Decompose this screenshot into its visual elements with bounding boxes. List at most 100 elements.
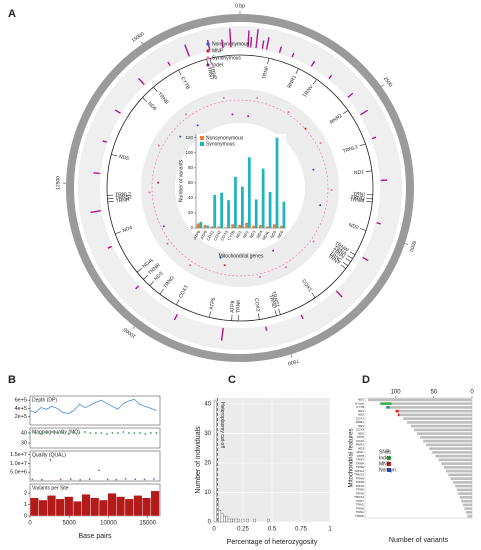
variant-bar (107, 245, 112, 249)
bar-segment (429, 447, 472, 450)
x-tick-label: ATP6 (192, 229, 202, 241)
point (51, 431, 53, 433)
point (98, 469, 100, 472)
variant-bar (138, 77, 145, 85)
variant-dot (219, 256, 222, 259)
x-tick-label: 0.25 (237, 527, 249, 533)
y-tick-label: ATP6 (357, 435, 365, 439)
legend-label: Indel (212, 62, 223, 68)
bar-segment (450, 477, 472, 480)
gene-label: ATP6 (208, 297, 217, 310)
gene-label: TRNQ (350, 194, 365, 201)
point (143, 478, 146, 481)
x-tick-label: 1 (328, 527, 332, 533)
bar-segment (420, 436, 472, 439)
y-tick-label: 10 (204, 490, 211, 496)
y-tick-label: TRNC (356, 503, 365, 507)
variant-dot (157, 181, 160, 184)
point (111, 432, 114, 434)
y-tick-label: TRNN (356, 506, 364, 510)
variant-bar (102, 140, 107, 143)
y-tick-label: TRNK (356, 488, 364, 492)
y-tick-label: 40 (204, 401, 211, 407)
ring-tick (404, 243, 408, 245)
gene-label: RNR2 (329, 113, 344, 126)
panel-label: B (8, 374, 16, 386)
legend-label: Nonsynonymous (206, 135, 244, 141)
gene-label: TRNT (205, 66, 214, 80)
gene-tick (342, 262, 349, 267)
histogram-bar (38, 499, 48, 517)
variant-dot (179, 135, 182, 138)
gene-tick (107, 201, 114, 203)
variant-bar (247, 30, 250, 48)
ring-tick-label: 15000 (131, 31, 146, 44)
y-tick-label: 5.0e+6 (10, 470, 27, 476)
gene-tick (178, 69, 182, 76)
point (49, 458, 52, 461)
bar-segment (441, 462, 472, 465)
ring-tick-label: 0 bp (235, 3, 245, 9)
y-tick-label: 1 (24, 502, 27, 508)
variant-bar (93, 172, 100, 175)
y-tick-label: COX3 (356, 428, 365, 432)
gene-label: TRNV (302, 84, 315, 99)
y-tick-label: 6e+5 (15, 398, 27, 404)
point (115, 478, 118, 481)
point (105, 433, 108, 435)
bar-segment (461, 499, 472, 503)
gene-tick (159, 289, 164, 295)
histogram-bar (29, 497, 39, 517)
x-tick-label: ND5 (269, 229, 278, 239)
variant-dot (272, 249, 275, 252)
y-tick-label: ND6 (358, 431, 364, 435)
x-axis-label: Number of variants (389, 537, 449, 544)
gene-tick (142, 97, 148, 102)
legend-label: MNP (379, 461, 391, 467)
bar (227, 200, 230, 228)
x-tick-label: COX3 (219, 229, 229, 242)
legend-label: Indel (379, 455, 390, 461)
histogram-bar (227, 518, 231, 523)
variant-dot (304, 127, 307, 130)
y-tick-label: ND4 (358, 409, 364, 413)
variant-dot (189, 264, 192, 267)
histogram-bar (232, 518, 236, 523)
gene-label: COX2 (253, 298, 261, 313)
histogram-bar (253, 518, 256, 523)
histogram-bar (47, 495, 57, 517)
point (29, 432, 31, 434)
variant-dot (312, 168, 315, 171)
gene-tick (366, 201, 373, 203)
histogram-bar (230, 518, 233, 523)
point (56, 432, 59, 434)
y-axis-label: Number of variants (178, 159, 184, 202)
y-tick-label: CYTB (356, 405, 364, 409)
gene-label: TRNS1 (270, 291, 281, 309)
gene-tick (278, 308, 281, 315)
legend-swatch (200, 142, 204, 146)
plot-background (29, 450, 161, 482)
bar (217, 226, 221, 228)
ring-tick-label: 10000 (122, 326, 137, 339)
histogram-bar (236, 518, 240, 523)
variant-bar (362, 256, 369, 262)
bar-segment (423, 439, 472, 443)
variant-dot (284, 266, 287, 269)
bar (252, 225, 255, 228)
bar (282, 201, 286, 228)
outer-track-band (78, 26, 402, 350)
y-tick-label: 30 (204, 431, 211, 437)
variant-bar (255, 29, 259, 48)
bar-segment (387, 406, 391, 409)
y-tick-label: TRNS2 (354, 473, 364, 477)
point (134, 478, 137, 481)
point (73, 432, 75, 434)
bar-segment (395, 409, 399, 413)
variant-dot (319, 142, 322, 145)
y-tick-label: ND4L (356, 450, 364, 454)
outer-ring (66, 14, 414, 362)
x-tick-label: COX2 (212, 229, 222, 242)
bar (206, 225, 210, 228)
bar (203, 224, 207, 228)
